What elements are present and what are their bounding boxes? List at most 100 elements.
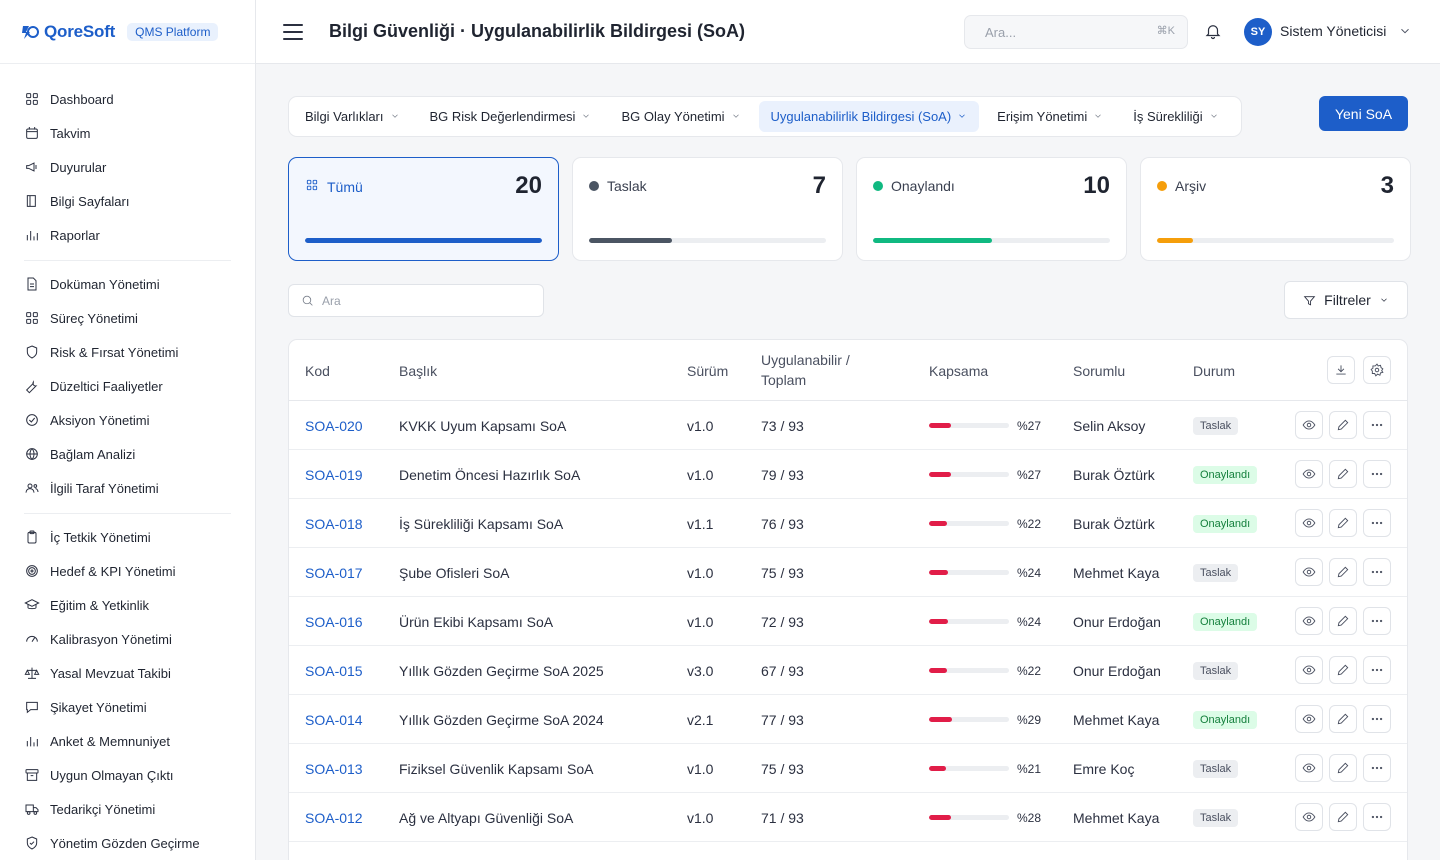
module-tab-label: BG Olay Yönetimi: [621, 109, 725, 124]
soa-code-link[interactable]: SOA-018: [305, 515, 363, 532]
sidebar-item[interactable]: Tedarikçi Yönetimi: [24, 792, 231, 826]
module-tab[interactable]: BG Risk Değerlendirmesi: [418, 101, 604, 132]
table-search-input[interactable]: Ara: [288, 284, 544, 317]
eye-icon[interactable]: [1295, 558, 1323, 586]
table-row[interactable]: SOA-017 Şube Ofisleri SoA v1.0 75 / 93 %…: [289, 548, 1407, 597]
soa-code-link[interactable]: SOA-014: [305, 711, 363, 728]
pencil-icon[interactable]: [1329, 607, 1357, 635]
module-tab[interactable]: BG Olay Yönetimi: [609, 101, 752, 132]
pencil-icon[interactable]: [1329, 656, 1357, 684]
more-horizontal-icon[interactable]: [1363, 803, 1391, 831]
eye-icon[interactable]: [1295, 754, 1323, 782]
sidebar-item[interactable]: Kalibrasyon Yönetimi: [24, 622, 231, 656]
global-search-input[interactable]: Ara... ⌘K: [964, 15, 1188, 49]
table-row[interactable]: SOA-014 Yıllık Gözden Geçirme SoA 2024 v…: [289, 695, 1407, 744]
sidebar-item[interactable]: İç Tetkik Yönetimi: [24, 520, 231, 554]
table-row[interactable]: SOA-020 KVKK Uyum Kapsamı SoA v1.0 73 / …: [289, 401, 1407, 450]
filters-button[interactable]: Filtreler: [1284, 281, 1408, 319]
sidebar-item[interactable]: Yasal Mevzuat Takibi: [24, 656, 231, 690]
more-horizontal-icon[interactable]: [1363, 607, 1391, 635]
sidebar-item[interactable]: Risk & Fırsat Yönetimi: [24, 335, 231, 369]
table-row[interactable]: SOA-012 Ağ ve Altyapı Güvenliği SoA v1.0…: [289, 793, 1407, 842]
soa-code-link[interactable]: SOA-015: [305, 662, 363, 679]
table-row[interactable]: SOA-013 Fiziksel Güvenlik Kapsamı SoA v1…: [289, 744, 1407, 793]
pencil-icon[interactable]: [1329, 509, 1357, 537]
more-horizontal-icon[interactable]: [1363, 754, 1391, 782]
more-horizontal-icon[interactable]: [1363, 411, 1391, 439]
pencil-icon[interactable]: [1329, 705, 1357, 733]
sidebar-item[interactable]: Hedef & KPI Yönetimi: [24, 554, 231, 588]
column-header[interactable]: Durum: [1193, 362, 1236, 379]
column-header[interactable]: Kod: [305, 362, 330, 379]
bell-icon[interactable]: [1204, 22, 1224, 42]
eye-icon[interactable]: [1295, 509, 1323, 537]
status-card[interactable]: Taslak 7: [572, 157, 843, 261]
column-header[interactable]: Sürüm: [687, 362, 729, 379]
sidebar-item[interactable]: Bağlam Analizi: [24, 437, 231, 471]
pencil-icon[interactable]: [1329, 411, 1357, 439]
sidebar-item[interactable]: Şikayet Yönetimi: [24, 690, 231, 724]
sidebar-item[interactable]: Düzeltici Faaliyetler: [24, 369, 231, 403]
soa-code-link[interactable]: SOA-017: [305, 564, 363, 581]
eye-icon[interactable]: [1295, 705, 1323, 733]
coverage-percent: %24: [1017, 614, 1042, 629]
module-tab[interactable]: İş Sürekliliği: [1121, 101, 1230, 132]
pencil-icon[interactable]: [1329, 460, 1357, 488]
sidebar-item[interactable]: Doküman Yönetimi: [24, 267, 231, 301]
soa-code-link[interactable]: SOA-016: [305, 613, 363, 630]
column-header[interactable]: Kapsama: [929, 362, 989, 379]
eye-icon[interactable]: [1295, 460, 1323, 488]
sidebar-item[interactable]: Eğitim & Yetkinlik: [24, 588, 231, 622]
sidebar-item[interactable]: Bilgi Sayfaları: [24, 184, 231, 218]
sidebar-item[interactable]: Dashboard: [24, 82, 231, 116]
soa-code-link[interactable]: SOA-012: [305, 809, 363, 826]
sidebar-item[interactable]: Aksiyon Yönetimi: [24, 403, 231, 437]
table-row[interactable]: SOA-019 Denetim Öncesi Hazırlık SoA v1.0…: [289, 450, 1407, 499]
module-tab[interactable]: Bilgi Varlıkları: [293, 101, 412, 132]
new-soa-button[interactable]: Yeni SoA: [1319, 96, 1408, 131]
more-horizontal-icon[interactable]: [1363, 460, 1391, 488]
table-row[interactable]: SOA-018 İş Sürekliliği Kapsamı SoA v1.1 …: [289, 499, 1407, 548]
more-horizontal-icon[interactable]: [1363, 509, 1391, 537]
eye-icon[interactable]: [1295, 656, 1323, 684]
status-cell: Onaylandı: [1193, 450, 1258, 499]
logo[interactable]: QoreSoft: [20, 22, 115, 42]
chevron-down-icon[interactable]: [1398, 24, 1412, 38]
status-card[interactable]: Onaylandı 10: [856, 157, 1127, 261]
eye-icon[interactable]: [1295, 803, 1323, 831]
download-icon[interactable]: [1327, 356, 1355, 384]
soa-code-link[interactable]: SOA-020: [305, 417, 363, 434]
more-horizontal-icon[interactable]: [1363, 705, 1391, 733]
module-tab[interactable]: Erişim Yönetimi: [985, 101, 1115, 132]
column-header[interactable]: Uygulanabilir / Toplam: [761, 351, 850, 388]
user-name[interactable]: Sistem Yöneticisi: [1280, 23, 1387, 39]
column-header[interactable]: Başlık: [399, 362, 438, 379]
table-row[interactable]: SOA-015 Yıllık Gözden Geçirme SoA 2025 v…: [289, 646, 1407, 695]
soa-code-link[interactable]: SOA-019: [305, 466, 363, 483]
sidebar-item-label: Doküman Yönetimi: [50, 276, 160, 292]
pencil-icon[interactable]: [1329, 803, 1357, 831]
module-tab[interactable]: Uygulanabilirlik Bildirgesi (SoA): [758, 101, 980, 132]
more-horizontal-icon[interactable]: [1363, 656, 1391, 684]
sidebar-item[interactable]: Uygun Olmayan Çıktı: [24, 758, 231, 792]
status-card[interactable]: Arşiv 3: [1140, 157, 1411, 261]
sidebar-item[interactable]: İlgili Taraf Yönetimi: [24, 471, 231, 505]
sidebar-item[interactable]: Yönetim Gözden Geçirme: [24, 826, 231, 860]
sidebar-item[interactable]: Anket & Memnuniyet: [24, 724, 231, 758]
avatar[interactable]: SY: [1244, 18, 1272, 46]
column-header[interactable]: Sorumlu: [1073, 362, 1126, 379]
pencil-icon[interactable]: [1329, 558, 1357, 586]
sidebar-item[interactable]: Takvim: [24, 116, 231, 150]
sidebar-item[interactable]: Raporlar: [24, 218, 231, 252]
more-horizontal-icon[interactable]: [1363, 558, 1391, 586]
eye-icon[interactable]: [1295, 607, 1323, 635]
gear-icon[interactable]: [1363, 356, 1391, 384]
menu-toggle-button[interactable]: [283, 23, 303, 40]
soa-code-link[interactable]: SOA-013: [305, 760, 363, 777]
sidebar-item[interactable]: Süreç Yönetimi: [24, 301, 231, 335]
sidebar-item[interactable]: Duyurular: [24, 150, 231, 184]
status-card[interactable]: Tümü 20: [288, 157, 559, 261]
table-row[interactable]: SOA-016 Ürün Ekibi Kapsamı SoA v1.0 72 /…: [289, 597, 1407, 646]
pencil-icon[interactable]: [1329, 754, 1357, 782]
eye-icon[interactable]: [1295, 411, 1323, 439]
